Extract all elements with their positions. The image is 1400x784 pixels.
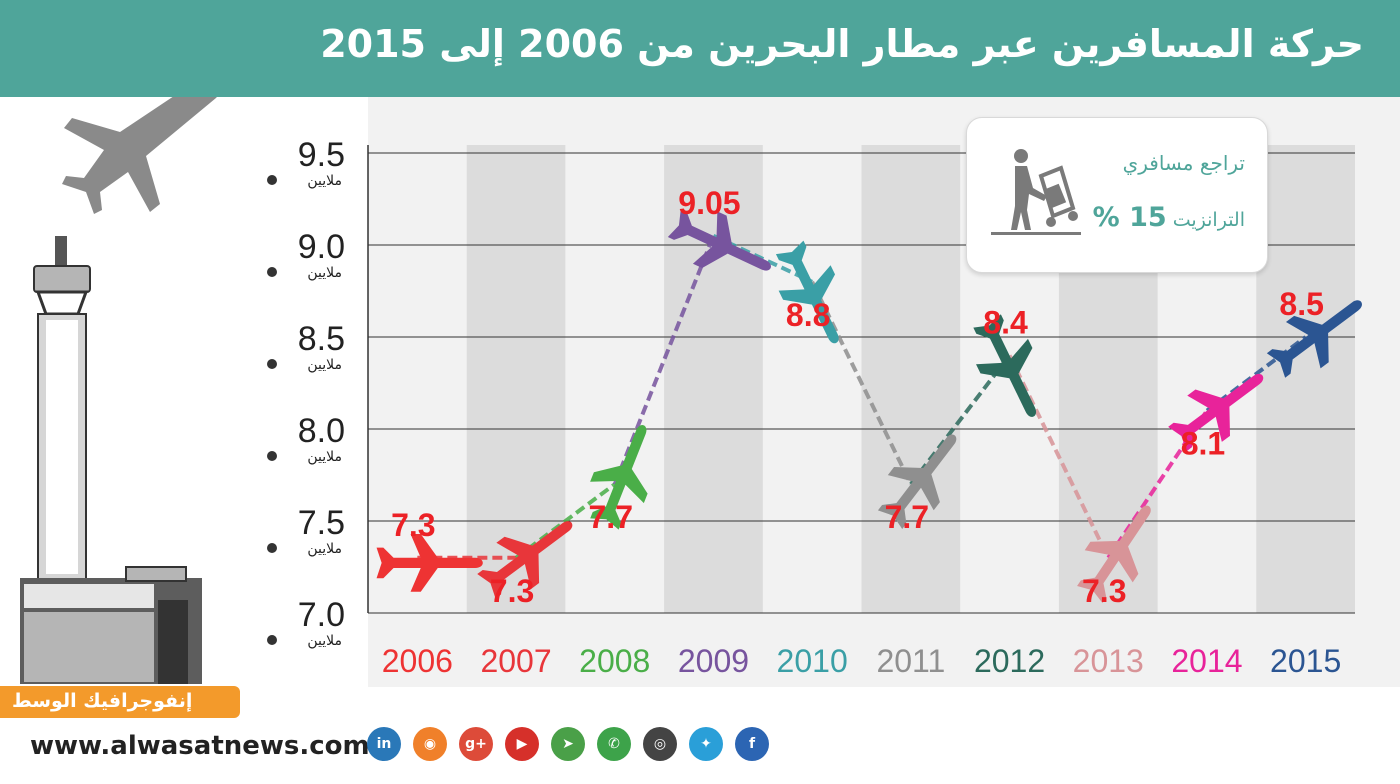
column-band bbox=[861, 145, 961, 613]
transit-decline-box: تراجع مسافري الترانزيت 15 % bbox=[966, 117, 1268, 273]
data-value-label: 7.7 bbox=[885, 499, 929, 535]
passenger-icon bbox=[267, 267, 277, 277]
y-tick-label: 7.5 bbox=[298, 504, 345, 542]
transit-label-line2: الترانزيت 15 % bbox=[1093, 202, 1245, 233]
passenger-chart: 7.0ملايين7.5ملايين8.0ملايين8.5ملايين9.0م… bbox=[0, 97, 1362, 687]
linkedin-icon[interactable]: in bbox=[367, 727, 401, 761]
rss-icon[interactable]: ◉ bbox=[413, 727, 447, 761]
tower-cabin bbox=[33, 265, 91, 293]
data-point-plane bbox=[667, 209, 771, 271]
x-tick-label: 2011 bbox=[876, 643, 945, 679]
data-point-plane bbox=[376, 534, 483, 592]
terminal-door bbox=[158, 600, 188, 684]
transit-label-word: الترانزيت bbox=[1172, 209, 1245, 231]
page-title: حركة المسافرين عبر مطار البحرين من 2006 … bbox=[320, 22, 1364, 66]
y-unit-label: ملايين bbox=[307, 173, 342, 189]
tower-deck bbox=[35, 290, 89, 316]
passenger-icon bbox=[267, 543, 277, 553]
passenger-icon bbox=[267, 175, 277, 185]
x-tick-label: 2006 bbox=[382, 643, 453, 679]
website-link[interactable]: www.alwasatnews.com bbox=[30, 731, 370, 761]
data-value-label: 7.3 bbox=[1082, 573, 1126, 609]
data-value-label: 7.7 bbox=[589, 499, 633, 535]
x-tick-label: 2013 bbox=[1073, 643, 1144, 679]
data-value-label: 9.05 bbox=[678, 185, 740, 221]
x-tick-label: 2012 bbox=[974, 643, 1045, 679]
passenger-icon bbox=[267, 359, 277, 369]
terminal-building bbox=[20, 566, 202, 684]
y-unit-label: ملايين bbox=[307, 449, 342, 465]
terminal-window-band bbox=[24, 584, 154, 608]
airplane-icon bbox=[62, 97, 217, 214]
x-tick-label: 2010 bbox=[777, 643, 848, 679]
youtube-icon[interactable]: ▶ bbox=[505, 727, 539, 761]
passenger-icon bbox=[267, 451, 277, 461]
x-tick-label: 2007 bbox=[480, 643, 551, 679]
trail-segment bbox=[810, 280, 913, 486]
tower-antenna bbox=[55, 236, 67, 268]
data-value-label: 7.3 bbox=[490, 573, 534, 609]
y-unit-label: ملايين bbox=[307, 541, 342, 557]
data-value-label: 8.8 bbox=[786, 297, 830, 333]
data-point-plane bbox=[1168, 373, 1264, 452]
data-value-label: 7.3 bbox=[391, 507, 435, 543]
facebook-icon[interactable]: f bbox=[735, 727, 769, 761]
instagram-icon[interactable]: ◎ bbox=[643, 727, 677, 761]
luggage-trolley-icon bbox=[991, 149, 1081, 235]
y-unit-label: ملايين bbox=[307, 357, 342, 373]
data-point-plane bbox=[590, 425, 648, 530]
data-point-plane bbox=[477, 521, 573, 599]
data-point-plane bbox=[1077, 505, 1151, 604]
social-icons: in ◉ g+ ▶ ➤ ✆ ◎ ✦ f bbox=[367, 727, 769, 761]
brand-bar bbox=[0, 686, 240, 718]
x-tick-label: 2015 bbox=[1270, 643, 1341, 679]
twitter-icon[interactable]: ✦ bbox=[689, 727, 723, 761]
y-unit-label: ملايين bbox=[307, 633, 342, 649]
terminal-lower bbox=[24, 612, 154, 682]
brand-logo: إنفوجرافيك الوسط bbox=[12, 690, 193, 712]
data-value-label: 8.5 bbox=[1279, 286, 1323, 322]
trail-segment bbox=[1205, 335, 1307, 413]
data-point-plane bbox=[973, 314, 1036, 417]
column-band bbox=[1256, 145, 1355, 613]
y-tick-label: 7.0 bbox=[298, 596, 345, 634]
y-tick-label: 8.5 bbox=[298, 320, 345, 358]
google-plus-icon[interactable]: g+ bbox=[459, 727, 493, 761]
x-tick-label: 2014 bbox=[1171, 643, 1242, 679]
control-tower bbox=[33, 236, 91, 581]
transit-label-line1: تراجع مسافري bbox=[1122, 151, 1245, 175]
telegram-icon[interactable]: ➤ bbox=[551, 727, 585, 761]
data-point-plane bbox=[1266, 300, 1362, 378]
terminal-roof-sign bbox=[125, 566, 187, 582]
whatsapp-icon[interactable]: ✆ bbox=[597, 727, 631, 761]
y-tick-label: 9.5 bbox=[298, 136, 345, 174]
transit-percent: 15 % bbox=[1092, 202, 1167, 233]
data-value-label: 8.1 bbox=[1181, 426, 1225, 462]
trail-segment bbox=[1007, 354, 1111, 559]
data-value-label: 8.4 bbox=[983, 304, 1028, 340]
x-tick-label: 2008 bbox=[579, 643, 650, 679]
trail-segment bbox=[909, 354, 1012, 486]
y-tick-label: 9.0 bbox=[298, 228, 345, 266]
y-tick-label: 8.0 bbox=[298, 412, 345, 450]
y-unit-label: ملايين bbox=[307, 265, 342, 281]
data-point-plane bbox=[775, 240, 839, 344]
header-banner: حركة المسافرين عبر مطار البحرين من 2006 … bbox=[0, 0, 1400, 97]
data-point-plane bbox=[877, 434, 957, 529]
x-tick-label: 2009 bbox=[678, 643, 749, 679]
tower-shaft-inner bbox=[46, 320, 78, 574]
passenger-icon bbox=[267, 635, 277, 645]
